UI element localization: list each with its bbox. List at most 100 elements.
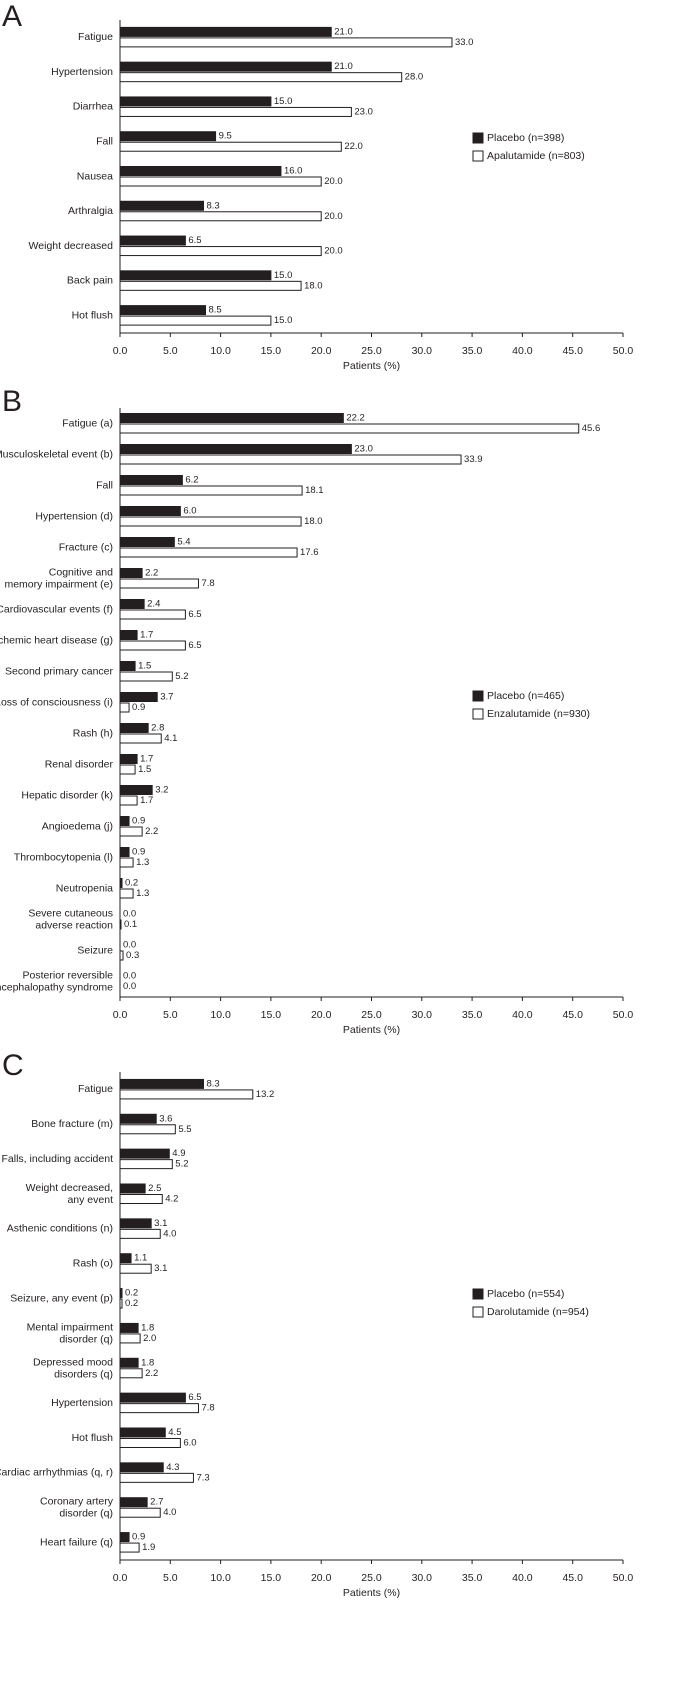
bar — [119, 599, 145, 609]
x-tick-label: 20.0 — [311, 1572, 332, 1584]
bar — [119, 733, 162, 744]
value-label: 6.5 — [188, 1392, 201, 1403]
category-label: Fall — [96, 479, 113, 491]
bar — [119, 1113, 157, 1124]
value-label: 2.2 — [145, 1368, 158, 1379]
x-tick-label: 50.0 — [613, 1572, 634, 1584]
value-label: 7.8 — [201, 578, 214, 589]
category-label: Seizure, any event (p) — [10, 1292, 113, 1304]
value-label: 15.0 — [274, 315, 293, 326]
value-label: 6.0 — [183, 1438, 196, 1449]
value-label: 0.0 — [123, 909, 136, 920]
bar — [119, 1403, 199, 1414]
bar — [119, 413, 344, 423]
bar — [119, 200, 204, 211]
value-label: 21.0 — [334, 26, 353, 37]
value-label: 1.7 — [140, 754, 153, 765]
bar — [119, 485, 303, 496]
x-tick-label: 15.0 — [261, 1572, 282, 1584]
value-label: 3.7 — [160, 692, 173, 703]
bar — [119, 211, 322, 222]
category-label: Diarrhea — [73, 101, 113, 113]
value-label: 22.0 — [344, 141, 363, 152]
x-tick-label: 30.0 — [412, 345, 433, 357]
category-label: Hypertension (d) — [35, 510, 113, 522]
bar — [119, 305, 207, 316]
category-label: Severe cutaneous adverse reaction — [28, 907, 113, 931]
value-label: 2.7 — [150, 1497, 163, 1508]
bar — [119, 96, 272, 107]
category-label: Loss of consciousness (i) — [0, 696, 113, 708]
value-label: 2.4 — [147, 599, 160, 610]
value-label: 1.8 — [141, 1322, 154, 1333]
bar — [119, 423, 580, 434]
value-label: 4.5 — [168, 1427, 181, 1438]
legend-swatch — [472, 150, 484, 162]
category-label: Arthralgia — [68, 205, 113, 217]
category-label: Cardiovascular events (f) — [0, 603, 113, 615]
category-label: Neutropenia — [56, 882, 113, 894]
value-label: 4.0 — [163, 1507, 176, 1518]
value-label: 0.2 — [125, 878, 138, 889]
bar — [119, 1159, 173, 1170]
x-tick-label: 35.0 — [462, 1009, 483, 1021]
value-label: 4.3 — [166, 1462, 179, 1473]
legend-swatch — [472, 1288, 484, 1300]
value-label: 1.3 — [136, 857, 149, 868]
bar — [119, 235, 186, 246]
x-tick-label: 25.0 — [361, 345, 382, 357]
panel-label: B — [2, 385, 22, 418]
bar — [119, 516, 302, 527]
x-tick-label: 0.0 — [113, 1572, 128, 1584]
bar — [119, 847, 130, 857]
value-label: 0.0 — [123, 940, 136, 951]
value-label: 21.0 — [334, 61, 353, 72]
legend-swatch — [472, 708, 484, 720]
bar — [119, 1542, 140, 1553]
x-tick-label: 10.0 — [210, 1572, 231, 1584]
category-label: Mental impairment disorder (q) — [27, 1321, 113, 1345]
x-tick-label: 25.0 — [361, 1572, 382, 1584]
bar — [119, 547, 298, 558]
value-label: 22.2 — [346, 413, 365, 424]
x-tick-label: 35.0 — [462, 345, 483, 357]
x-tick-label: 15.0 — [261, 345, 282, 357]
category-label: Heart failure (q) — [40, 1536, 113, 1548]
x-tick-label: 5.0 — [163, 1572, 178, 1584]
legend-label: Placebo (n=554) — [487, 1288, 564, 1300]
x-tick-label: 30.0 — [412, 1572, 433, 1584]
value-label: 1.7 — [140, 795, 153, 806]
category-label: Hepatic disorder (k) — [21, 789, 113, 801]
x-tick-label: 20.0 — [311, 1009, 332, 1021]
bar — [119, 826, 143, 837]
bar — [119, 764, 136, 775]
value-label: 2.2 — [145, 826, 158, 837]
legend-label: Placebo (n=398) — [487, 132, 564, 144]
legend-label: Apalutamide (n=803) — [487, 150, 585, 162]
legend-label: Darolutamide (n=954) — [487, 1306, 589, 1318]
category-label: Posterior reversible encephalopathy syndr… — [0, 969, 113, 993]
x-tick-label: 40.0 — [512, 345, 533, 357]
category-label: Hot flush — [72, 1432, 114, 1444]
value-label: 3.1 — [154, 1263, 167, 1274]
bar — [119, 785, 153, 795]
bar — [119, 166, 282, 176]
value-label: 20.0 — [324, 211, 343, 222]
bar — [119, 1253, 132, 1264]
x-tick-label: 30.0 — [412, 1009, 433, 1021]
category-label: Angioedema (j) — [42, 820, 113, 832]
value-label: 8.5 — [209, 305, 222, 316]
category-label: Rash (h) — [73, 727, 113, 739]
value-label: 2.2 — [145, 568, 158, 579]
bar — [119, 857, 134, 868]
value-label: 5.2 — [175, 671, 188, 682]
category-label: Rash (o) — [73, 1257, 113, 1269]
value-label: 4.2 — [165, 1194, 178, 1205]
category-label: Hypertension — [51, 1397, 113, 1409]
value-label: 0.2 — [125, 1288, 138, 1299]
x-tick-label: 20.0 — [311, 345, 332, 357]
bar — [119, 1148, 170, 1159]
x-tick-label: 50.0 — [613, 1009, 634, 1021]
value-label: 9.5 — [219, 131, 232, 142]
